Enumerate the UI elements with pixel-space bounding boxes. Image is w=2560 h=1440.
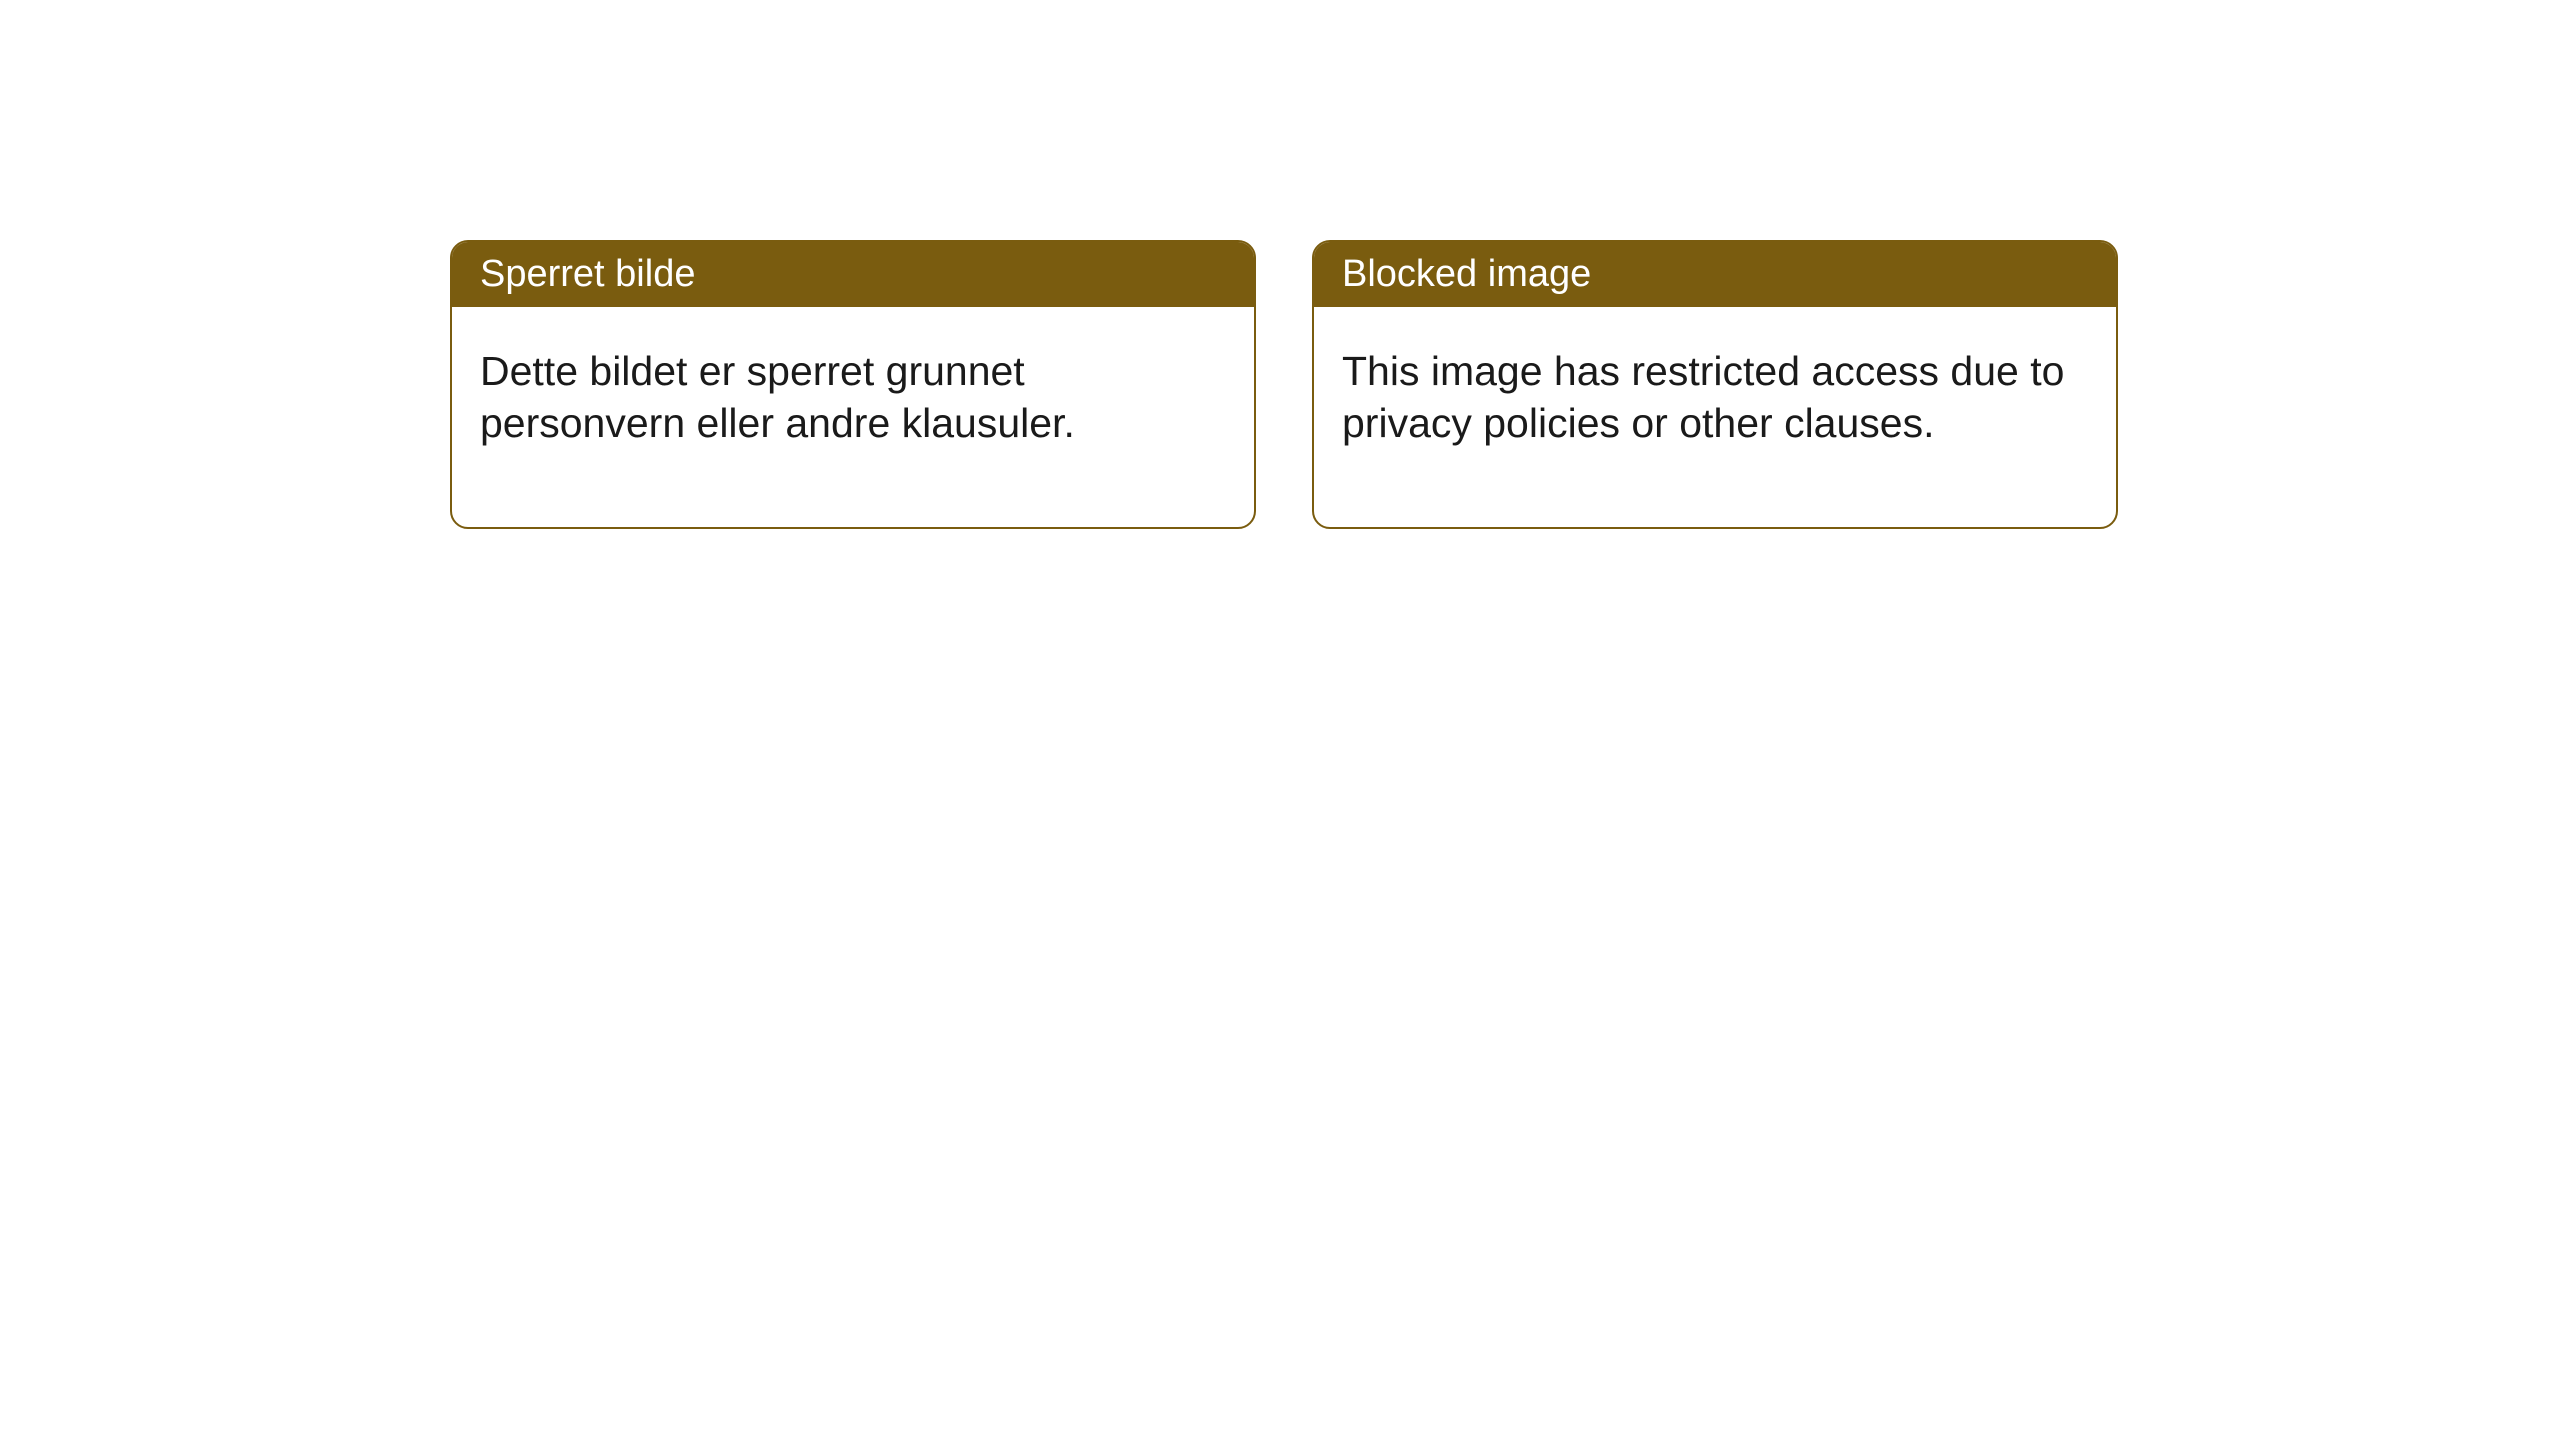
blocked-image-notice-container: Sperret bilde Dette bildet er sperret gr… — [0, 0, 2560, 529]
card-body-en: This image has restricted access due to … — [1314, 307, 2116, 527]
blocked-image-card-en: Blocked image This image has restricted … — [1312, 240, 2118, 529]
card-body-no: Dette bildet er sperret grunnet personve… — [452, 307, 1254, 527]
card-header-no: Sperret bilde — [452, 242, 1254, 307]
blocked-image-card-no: Sperret bilde Dette bildet er sperret gr… — [450, 240, 1256, 529]
card-header-en: Blocked image — [1314, 242, 2116, 307]
